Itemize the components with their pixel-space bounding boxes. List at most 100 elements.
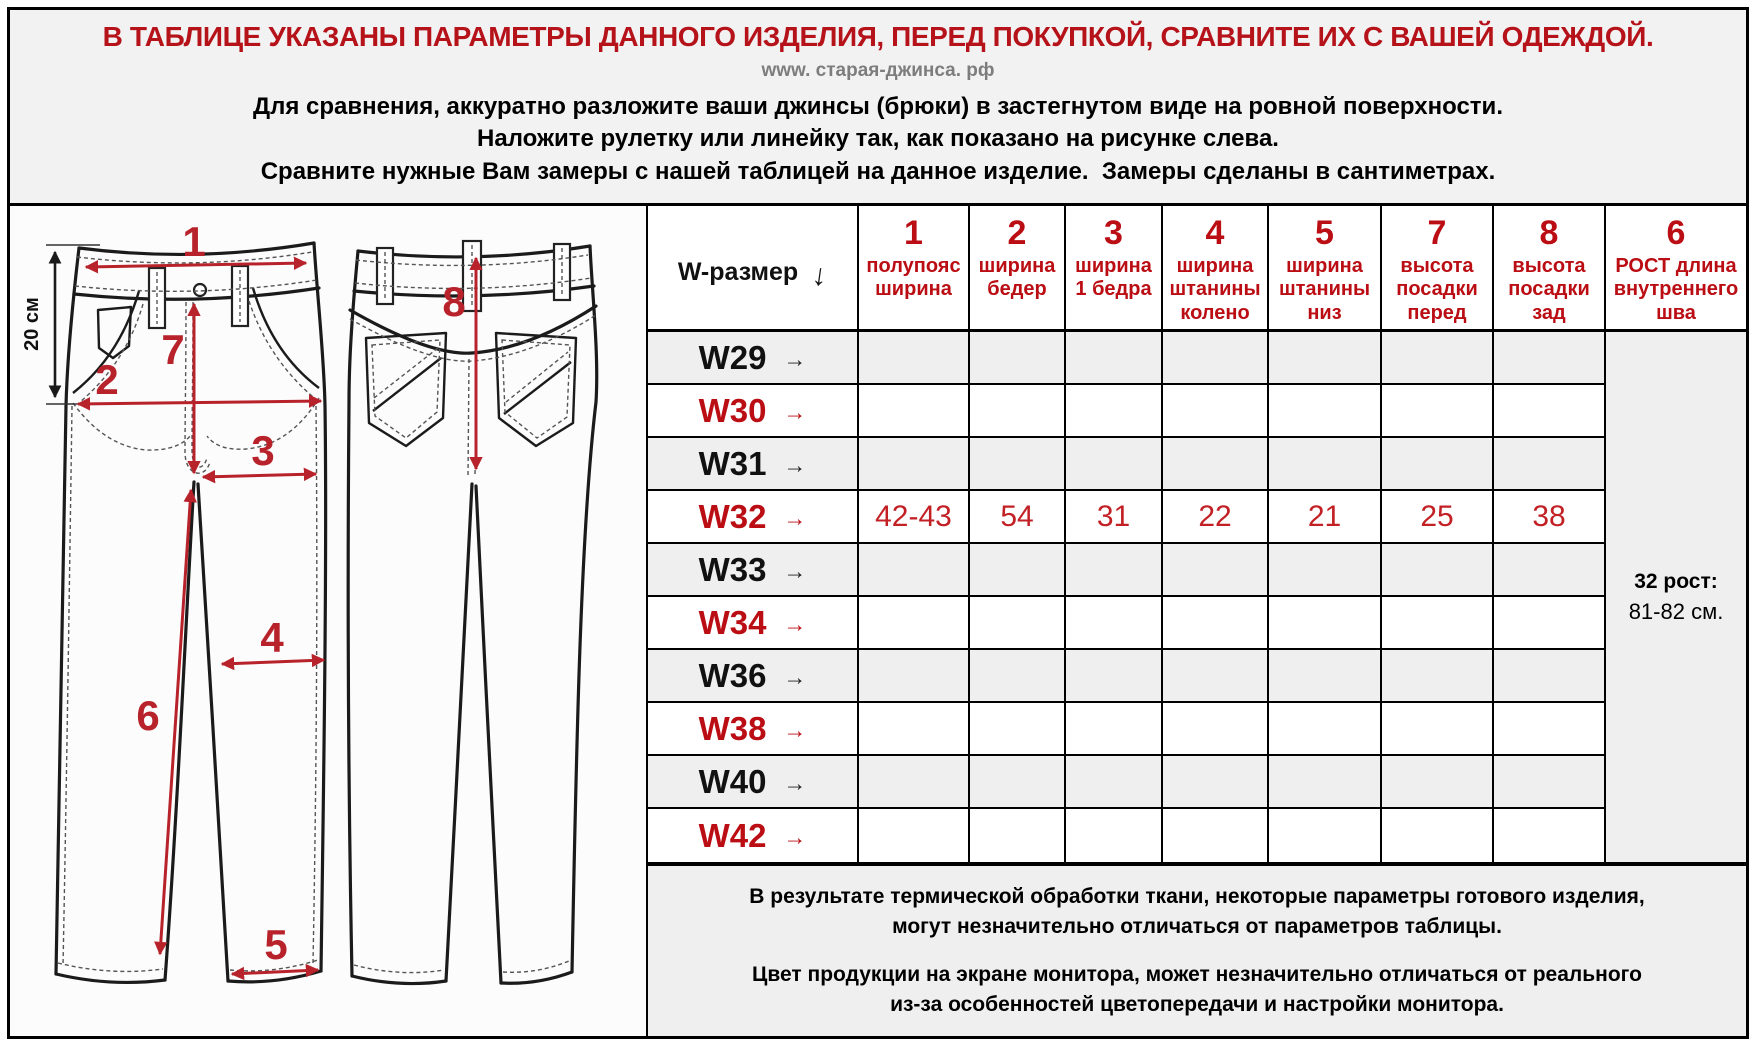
right-arrow-icon: → <box>783 611 807 637</box>
value-cell: 31 <box>1066 491 1163 544</box>
value-cell: 21 <box>1269 491 1382 544</box>
value-cell <box>1494 703 1606 756</box>
value-cell <box>1494 332 1606 385</box>
column-header-8: 8 высота посадки зад <box>1494 206 1606 332</box>
down-arrow-icon: ↓ <box>810 257 830 293</box>
right-arrow-icon: → <box>783 558 807 584</box>
value-cell <box>1066 544 1163 597</box>
value-cell <box>1066 597 1163 650</box>
column-label: высота посадки перед <box>1396 254 1478 324</box>
column-header-2: 2 ширина бедер <box>970 206 1066 332</box>
measure-arrows <box>76 256 483 981</box>
column-number: 2 <box>1007 214 1027 252</box>
value-cell <box>1269 650 1382 703</box>
value-cell <box>1163 809 1269 862</box>
value-cell <box>1269 756 1382 809</box>
column-header-5: 5 ширина штанины низ <box>1269 206 1382 332</box>
value-cell <box>859 650 970 703</box>
back-jeans-outline <box>346 244 599 986</box>
value-cell <box>1494 756 1606 809</box>
header-block: В ТАБЛИЦЕ УКАЗАНЫ ПАРАМЕТРЫ ДАННОГО ИЗДЕ… <box>10 10 1746 206</box>
measure-3-label: 3 <box>251 427 274 474</box>
right-arrow-icon: → <box>783 505 807 531</box>
column-label: РОСТ длина внутреннего шва <box>1613 254 1739 324</box>
value-cell <box>1066 438 1163 491</box>
value-cell <box>1163 597 1269 650</box>
value-cell <box>970 438 1066 491</box>
size-label: W29 <box>698 338 767 376</box>
size-table: W-размер ↓ 1 полупояс ширина 2 ширина бедер 3 ш… <box>646 206 1746 1036</box>
column-label: высота посадки зад <box>1508 254 1590 324</box>
column-number: 1 <box>904 214 923 252</box>
value-cell <box>859 332 970 385</box>
value-cell <box>1066 756 1163 809</box>
measure-5-label: 5 <box>264 921 287 968</box>
column-header-3: 3 ширина 1 бедра <box>1066 206 1163 332</box>
measure-6-label: 6 <box>136 692 159 739</box>
website-label: www. старая-джинса. рф <box>761 60 995 82</box>
column-header-4: 4 ширина штанины колено <box>1163 206 1269 332</box>
value-cell: 38 <box>1494 491 1606 544</box>
value-cell <box>1382 438 1494 491</box>
value-cell <box>1494 650 1606 703</box>
column-label: ширина 1 бедра <box>1075 254 1152 301</box>
value-cell <box>1163 385 1269 438</box>
column-label: ширина штанины низ <box>1278 254 1371 324</box>
size-row-label: W33 → <box>648 544 859 597</box>
value-cell <box>859 385 970 438</box>
inseam-length-label: 81-82 см. <box>1628 598 1724 624</box>
page-frame: В ТАБЛИЦЕ УКАЗАНЫ ПАРАМЕТРЫ ДАННОГО ИЗДЕ… <box>7 7 1749 1039</box>
size-label: W34 <box>698 603 767 641</box>
jeans-diagram-panel: 20 см 1 7 2 3 4 6 5 <box>10 206 646 1036</box>
jeans-measurement-diagram: 20 см 1 7 2 3 4 6 5 <box>21 218 599 986</box>
value-cell <box>859 703 970 756</box>
size-row-label: W34 → <box>648 597 859 650</box>
size-label: W40 <box>698 762 767 800</box>
value-cell <box>1382 385 1494 438</box>
value-cell <box>859 438 970 491</box>
ruler-20cm-label: 20 см <box>21 297 43 351</box>
column-number: 4 <box>1205 214 1225 252</box>
right-arrow-icon: → <box>783 664 807 690</box>
value-cell <box>1494 597 1606 650</box>
size-row-label: W32 → <box>648 491 859 544</box>
value-cell <box>1382 703 1494 756</box>
value-cell <box>970 544 1066 597</box>
value-cell <box>970 332 1066 385</box>
value-cell <box>970 703 1066 756</box>
instruction-line-2: Наложите рулетку или линейку так, как по… <box>477 125 1279 153</box>
instruction-line-3: Сравните нужные Вам замеры с нашей табли… <box>260 157 1496 185</box>
value-cell <box>970 809 1066 862</box>
column-number: 7 <box>1427 214 1447 252</box>
size-table-grid: W-размер ↓ 1 полупояс ширина 2 ширина бедер 3 ш… <box>648 206 1746 1036</box>
value-cell <box>859 756 970 809</box>
size-row-label: W30 → <box>648 385 859 438</box>
instruction-line-1: Для сравнения, аккуратно разложите ваши … <box>253 93 1503 121</box>
value-cell: 22 <box>1163 491 1269 544</box>
size-label: W33 <box>698 550 767 588</box>
right-arrow-icon: → <box>783 452 807 478</box>
column-header-7: 7 высота посадки перед <box>1382 206 1494 332</box>
size-label: W42 <box>698 816 767 854</box>
column-header-1: 1 полупояс ширина <box>859 206 970 332</box>
size-row-label: W36 → <box>648 650 859 703</box>
size-label: W31 <box>698 444 767 482</box>
value-cell <box>1382 650 1494 703</box>
size-label: W36 <box>698 656 767 694</box>
value-cell <box>1269 809 1382 862</box>
value-cell <box>1269 385 1382 438</box>
value-cell <box>1269 544 1382 597</box>
column-label: полупояс ширина <box>866 254 961 301</box>
value-cell <box>1066 809 1163 862</box>
size-row-label: W29 → <box>648 332 859 385</box>
size-label: W32 <box>698 497 767 535</box>
value-cell <box>1163 756 1269 809</box>
value-cell <box>1382 756 1494 809</box>
column-label: ширина бедер <box>978 254 1056 301</box>
right-arrow-icon: → <box>783 346 807 372</box>
value-cell <box>1382 597 1494 650</box>
value-cell <box>1163 438 1269 491</box>
value-cell: 42-43 <box>859 491 970 544</box>
right-arrow-icon: → <box>783 824 807 850</box>
waist-button <box>192 282 208 298</box>
